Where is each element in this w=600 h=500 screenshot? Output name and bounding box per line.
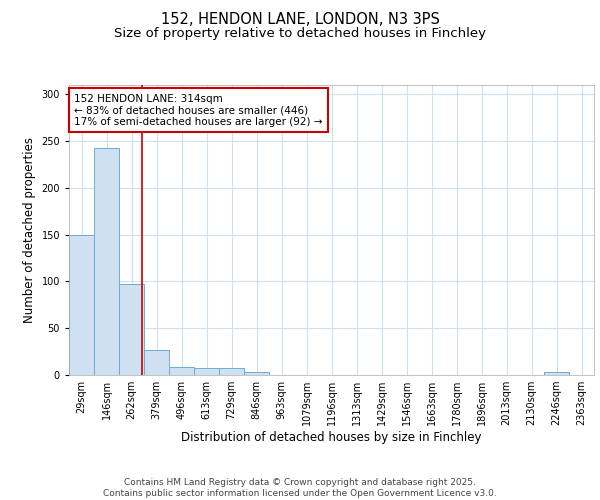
Bar <box>194 368 219 375</box>
Text: 152, HENDON LANE, LONDON, N3 3PS: 152, HENDON LANE, LONDON, N3 3PS <box>161 12 439 28</box>
Y-axis label: Number of detached properties: Number of detached properties <box>23 137 36 323</box>
Bar <box>219 368 244 375</box>
Bar <box>144 350 169 375</box>
Bar <box>244 372 269 375</box>
Text: Contains HM Land Registry data © Crown copyright and database right 2025.
Contai: Contains HM Land Registry data © Crown c… <box>103 478 497 498</box>
Bar <box>119 284 144 375</box>
Text: Size of property relative to detached houses in Finchley: Size of property relative to detached ho… <box>114 28 486 40</box>
Text: 152 HENDON LANE: 314sqm
← 83% of detached houses are smaller (446)
17% of semi-d: 152 HENDON LANE: 314sqm ← 83% of detache… <box>74 94 323 127</box>
X-axis label: Distribution of detached houses by size in Finchley: Distribution of detached houses by size … <box>181 431 482 444</box>
Bar <box>69 234 94 375</box>
Bar <box>94 148 119 375</box>
Bar <box>544 372 569 375</box>
Bar <box>169 366 194 375</box>
